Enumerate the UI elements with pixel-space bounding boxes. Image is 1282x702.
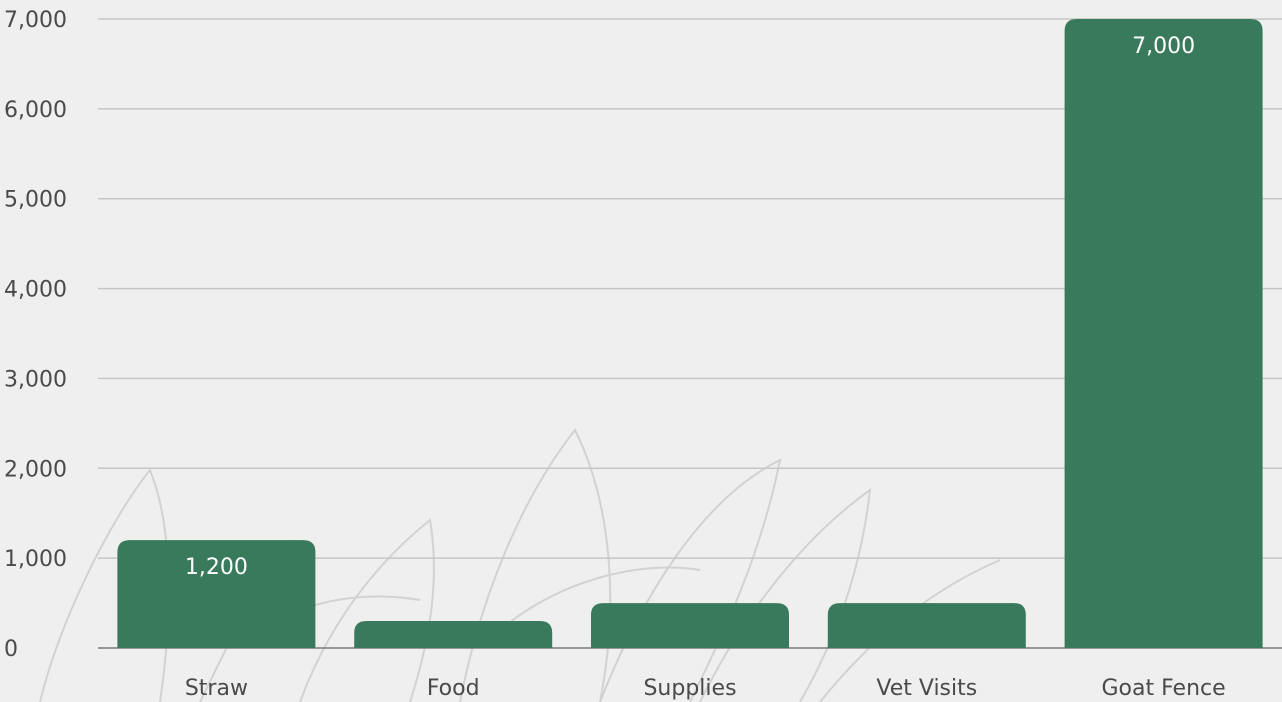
bar-goat-fence xyxy=(1064,19,1263,648)
y-tick-label: 1,000 xyxy=(4,547,67,572)
bar-straw xyxy=(117,540,316,648)
bars xyxy=(117,19,1263,648)
data-label: 7,000 xyxy=(1132,34,1195,59)
y-tick-label: 7,000 xyxy=(4,8,67,33)
y-axis-tick-labels: 0 1,000 2,000 3,000 4,000 5,000 6,000 7,000 xyxy=(4,8,67,662)
x-tick-label: Food xyxy=(427,676,480,701)
x-tick-label: Vet Visits xyxy=(876,676,977,701)
y-tick-label: 5,000 xyxy=(4,188,67,213)
x-axis-category-labels: Straw Food Supplies Vet Visits Goat Fence xyxy=(185,676,1226,701)
y-tick-label: 4,000 xyxy=(4,278,67,303)
data-labels: 1,200 7,000 xyxy=(185,34,1195,580)
bar-food xyxy=(354,621,553,648)
y-tick-label: 3,000 xyxy=(4,367,67,392)
bar-supplies xyxy=(591,603,789,648)
x-tick-label: Supplies xyxy=(643,676,736,701)
x-tick-label: Straw xyxy=(185,676,248,701)
y-tick-label: 0 xyxy=(4,637,18,662)
y-tick-label: 2,000 xyxy=(4,457,67,482)
bar-vet-visits xyxy=(827,603,1026,648)
y-tick-label: 6,000 xyxy=(4,98,67,123)
x-tick-label: Goat Fence xyxy=(1102,676,1226,701)
data-label: 1,200 xyxy=(185,555,248,580)
